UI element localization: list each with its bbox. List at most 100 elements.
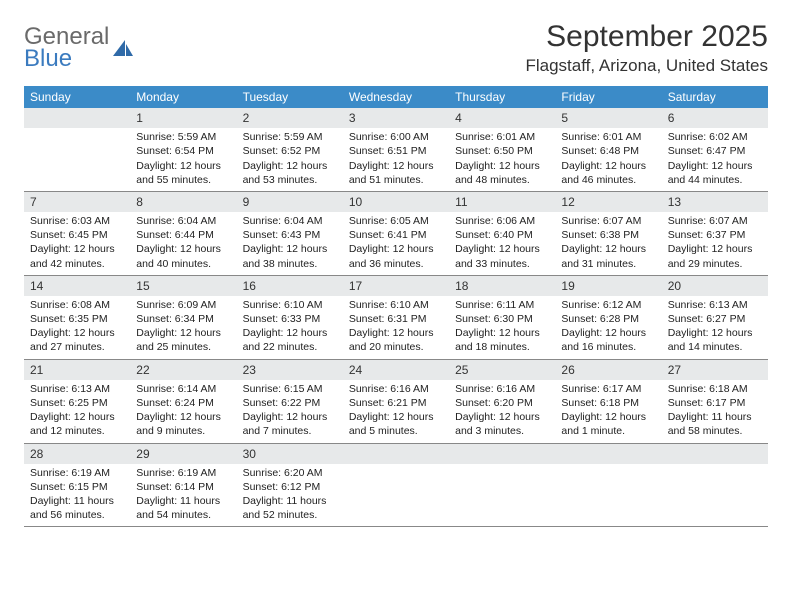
daylight-text: Daylight: 12 hours and 38 minutes. [243,242,337,270]
day-cell: 3Sunrise: 6:00 AMSunset: 6:51 PMDaylight… [343,108,449,191]
sunrise-text: Sunrise: 6:13 AM [668,298,762,312]
weekday-header: Tuesday [237,86,343,108]
daylight-text: Daylight: 12 hours and 40 minutes. [136,242,230,270]
sunset-text: Sunset: 6:41 PM [349,228,443,242]
weekday-header: Friday [555,86,661,108]
day-cell [449,444,555,527]
day-cell: 17Sunrise: 6:10 AMSunset: 6:31 PMDayligh… [343,276,449,359]
sunrise-text: Sunrise: 6:01 AM [455,130,549,144]
sunrise-text: Sunrise: 6:04 AM [243,214,337,228]
day-content: Sunrise: 6:20 AMSunset: 6:12 PMDaylight:… [237,464,343,527]
day-content: Sunrise: 6:10 AMSunset: 6:33 PMDaylight:… [237,296,343,359]
day-number: 22 [130,360,236,380]
day-cell: 30Sunrise: 6:20 AMSunset: 6:12 PMDayligh… [237,444,343,527]
week-row: 1Sunrise: 5:59 AMSunset: 6:54 PMDaylight… [24,108,768,192]
weekday-header: Thursday [449,86,555,108]
day-content: Sunrise: 6:18 AMSunset: 6:17 PMDaylight:… [662,380,768,443]
day-number: 4 [449,108,555,128]
sunrise-text: Sunrise: 6:00 AM [349,130,443,144]
day-cell: 1Sunrise: 5:59 AMSunset: 6:54 PMDaylight… [130,108,236,191]
day-cell: 8Sunrise: 6:04 AMSunset: 6:44 PMDaylight… [130,192,236,275]
day-number: 11 [449,192,555,212]
day-number: 14 [24,276,130,296]
day-number: 20 [662,276,768,296]
day-cell: 6Sunrise: 6:02 AMSunset: 6:47 PMDaylight… [662,108,768,191]
sunrise-text: Sunrise: 6:18 AM [668,382,762,396]
day-content: Sunrise: 6:01 AMSunset: 6:50 PMDaylight:… [449,128,555,191]
sunset-text: Sunset: 6:44 PM [136,228,230,242]
daylight-text: Daylight: 12 hours and 7 minutes. [243,410,337,438]
day-cell: 19Sunrise: 6:12 AMSunset: 6:28 PMDayligh… [555,276,661,359]
daylight-text: Daylight: 12 hours and 22 minutes. [243,326,337,354]
day-content: Sunrise: 6:02 AMSunset: 6:47 PMDaylight:… [662,128,768,191]
sunrise-text: Sunrise: 5:59 AM [136,130,230,144]
sunrise-text: Sunrise: 6:11 AM [455,298,549,312]
day-content: Sunrise: 5:59 AMSunset: 6:52 PMDaylight:… [237,128,343,191]
week-row: 14Sunrise: 6:08 AMSunset: 6:35 PMDayligh… [24,276,768,360]
daylight-text: Daylight: 12 hours and 25 minutes. [136,326,230,354]
daylight-text: Daylight: 12 hours and 33 minutes. [455,242,549,270]
location-label: Flagstaff, Arizona, United States [525,56,768,76]
day-number: 10 [343,192,449,212]
sunset-text: Sunset: 6:35 PM [30,312,124,326]
sunrise-text: Sunrise: 6:06 AM [455,214,549,228]
day-cell: 15Sunrise: 6:09 AMSunset: 6:34 PMDayligh… [130,276,236,359]
sunrise-text: Sunrise: 6:19 AM [136,466,230,480]
day-content: Sunrise: 6:09 AMSunset: 6:34 PMDaylight:… [130,296,236,359]
sunset-text: Sunset: 6:54 PM [136,144,230,158]
day-number-empty [24,108,130,128]
weekday-header: Sunday [24,86,130,108]
day-number: 24 [343,360,449,380]
logo-text-block: General Blue [24,26,109,69]
sunset-text: Sunset: 6:22 PM [243,396,337,410]
sunrise-text: Sunrise: 6:10 AM [349,298,443,312]
sunrise-text: Sunrise: 6:13 AM [30,382,124,396]
day-number: 28 [24,444,130,464]
sunset-text: Sunset: 6:20 PM [455,396,549,410]
day-number: 3 [343,108,449,128]
sunset-text: Sunset: 6:18 PM [561,396,655,410]
sunset-text: Sunset: 6:34 PM [136,312,230,326]
day-content: Sunrise: 6:12 AMSunset: 6:28 PMDaylight:… [555,296,661,359]
daylight-text: Daylight: 12 hours and 48 minutes. [455,159,549,187]
day-cell: 28Sunrise: 6:19 AMSunset: 6:15 PMDayligh… [24,444,130,527]
day-cell: 24Sunrise: 6:16 AMSunset: 6:21 PMDayligh… [343,360,449,443]
day-content: Sunrise: 6:19 AMSunset: 6:15 PMDaylight:… [24,464,130,527]
sunrise-text: Sunrise: 6:17 AM [561,382,655,396]
day-cell: 22Sunrise: 6:14 AMSunset: 6:24 PMDayligh… [130,360,236,443]
day-content: Sunrise: 6:08 AMSunset: 6:35 PMDaylight:… [24,296,130,359]
sunrise-text: Sunrise: 6:07 AM [668,214,762,228]
weekday-header-row: Sunday Monday Tuesday Wednesday Thursday… [24,86,768,108]
day-number: 2 [237,108,343,128]
day-cell: 9Sunrise: 6:04 AMSunset: 6:43 PMDaylight… [237,192,343,275]
day-number-empty [449,444,555,464]
daylight-text: Daylight: 12 hours and 53 minutes. [243,159,337,187]
day-content: Sunrise: 6:00 AMSunset: 6:51 PMDaylight:… [343,128,449,191]
day-number: 5 [555,108,661,128]
sunrise-text: Sunrise: 6:20 AM [243,466,337,480]
day-cell [662,444,768,527]
day-cell [555,444,661,527]
week-row: 7Sunrise: 6:03 AMSunset: 6:45 PMDaylight… [24,192,768,276]
day-content: Sunrise: 6:16 AMSunset: 6:20 PMDaylight:… [449,380,555,443]
day-number: 9 [237,192,343,212]
sunset-text: Sunset: 6:43 PM [243,228,337,242]
day-content: Sunrise: 6:19 AMSunset: 6:14 PMDaylight:… [130,464,236,527]
day-cell: 29Sunrise: 6:19 AMSunset: 6:14 PMDayligh… [130,444,236,527]
daylight-text: Daylight: 12 hours and 46 minutes. [561,159,655,187]
sunset-text: Sunset: 6:51 PM [349,144,443,158]
day-cell: 18Sunrise: 6:11 AMSunset: 6:30 PMDayligh… [449,276,555,359]
day-number: 16 [237,276,343,296]
day-cell: 21Sunrise: 6:13 AMSunset: 6:25 PMDayligh… [24,360,130,443]
logo-text-bottom: Blue [24,48,109,70]
sail-icon [111,38,135,58]
sunrise-text: Sunrise: 6:16 AM [455,382,549,396]
sunrise-text: Sunrise: 6:09 AM [136,298,230,312]
daylight-text: Daylight: 12 hours and 20 minutes. [349,326,443,354]
daylight-text: Daylight: 12 hours and 42 minutes. [30,242,124,270]
sunrise-text: Sunrise: 6:15 AM [243,382,337,396]
weekday-header: Monday [130,86,236,108]
day-content: Sunrise: 5:59 AMSunset: 6:54 PMDaylight:… [130,128,236,191]
sunrise-text: Sunrise: 6:01 AM [561,130,655,144]
day-content: Sunrise: 6:04 AMSunset: 6:43 PMDaylight:… [237,212,343,275]
